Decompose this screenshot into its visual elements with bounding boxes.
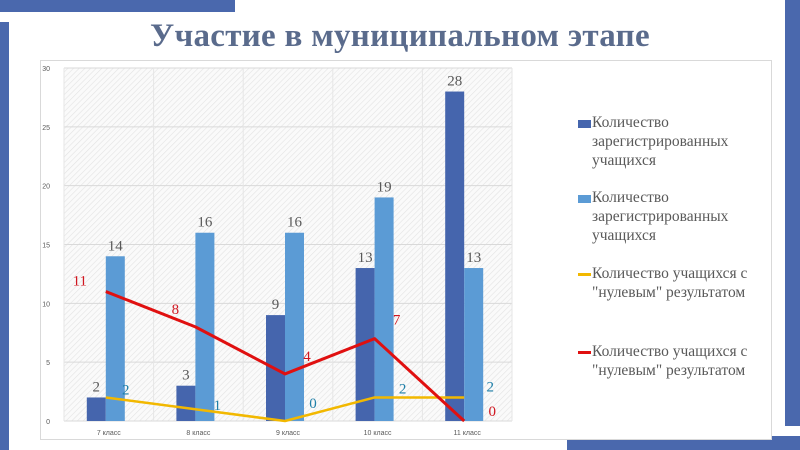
data-label: 9	[272, 297, 280, 313]
data-label: 3	[182, 368, 190, 384]
legend-item: Количество учащихся с "нулевым" результа…	[578, 342, 772, 380]
data-label: 19	[377, 179, 392, 195]
data-label: 0	[309, 396, 317, 412]
bar-s2	[374, 197, 394, 421]
x-tick-label: 9 класс	[276, 430, 300, 437]
data-label: 14	[108, 238, 124, 254]
line-s3	[105, 396, 465, 423]
x-tick-label: 10 класс	[364, 430, 392, 437]
x-tick-label: 11 класс	[454, 430, 482, 437]
legend-swatch	[578, 120, 591, 128]
legend-label: Количество учащихся с "нулевым" результа…	[592, 265, 748, 301]
line-s4	[105, 290, 466, 423]
data-label: 1	[214, 398, 222, 414]
bar-s2	[464, 268, 484, 421]
data-label: 16	[197, 215, 213, 231]
data-label: 7	[393, 313, 401, 329]
bar-s2	[195, 232, 215, 421]
page-title: Участие в муниципальном этапе	[150, 18, 650, 54]
legend-label: Количество учащихся с "нулевым" результа…	[592, 343, 748, 379]
legend-swatch	[578, 351, 591, 354]
y-tick-label: 10	[42, 301, 50, 308]
y-tick-label: 20	[42, 184, 50, 191]
data-label: 11	[73, 274, 87, 290]
decor-top-bar	[0, 0, 235, 12]
y-tick-label: 5	[46, 360, 50, 367]
legend-item: Количество зарегистрированных учащихся	[578, 188, 772, 245]
decor-right-bar	[785, 0, 800, 426]
legend-swatch	[578, 195, 591, 203]
bar-s1	[355, 268, 375, 421]
decor-left-bar	[0, 22, 9, 450]
y-tick-label: 0	[46, 419, 50, 426]
data-label: 16	[287, 215, 303, 231]
data-label: 8	[172, 302, 180, 318]
data-label: 4	[303, 349, 311, 365]
legend-label: Количество зарегистрированных учащихся	[592, 189, 729, 244]
x-tick-label: 7 класс	[97, 430, 121, 437]
legend-label: Количество зарегистрированных учащихся	[592, 114, 729, 169]
data-label: 13	[358, 250, 373, 266]
legend-item: Количество учащихся с "нулевым" результа…	[578, 264, 772, 302]
bar-s1	[86, 397, 106, 421]
data-label: 0	[488, 404, 496, 420]
y-tick-label: 30	[42, 66, 50, 73]
data-label: 2	[486, 379, 494, 395]
data-label: 13	[466, 250, 481, 266]
y-tick-label: 15	[42, 243, 50, 250]
data-label: 2	[399, 381, 407, 397]
legend-item: Количество зарегистрированных учащихся	[578, 113, 772, 170]
bar-s1	[176, 385, 196, 421]
y-tick-label: 25	[42, 125, 50, 132]
data-label: 28	[447, 74, 462, 90]
x-tick-label: 8 класс	[186, 430, 210, 437]
legend-swatch	[578, 273, 591, 276]
data-label: 2	[93, 379, 101, 395]
bar-s2	[285, 232, 304, 421]
bar-s1	[445, 91, 465, 422]
data-label: 2	[122, 382, 130, 398]
